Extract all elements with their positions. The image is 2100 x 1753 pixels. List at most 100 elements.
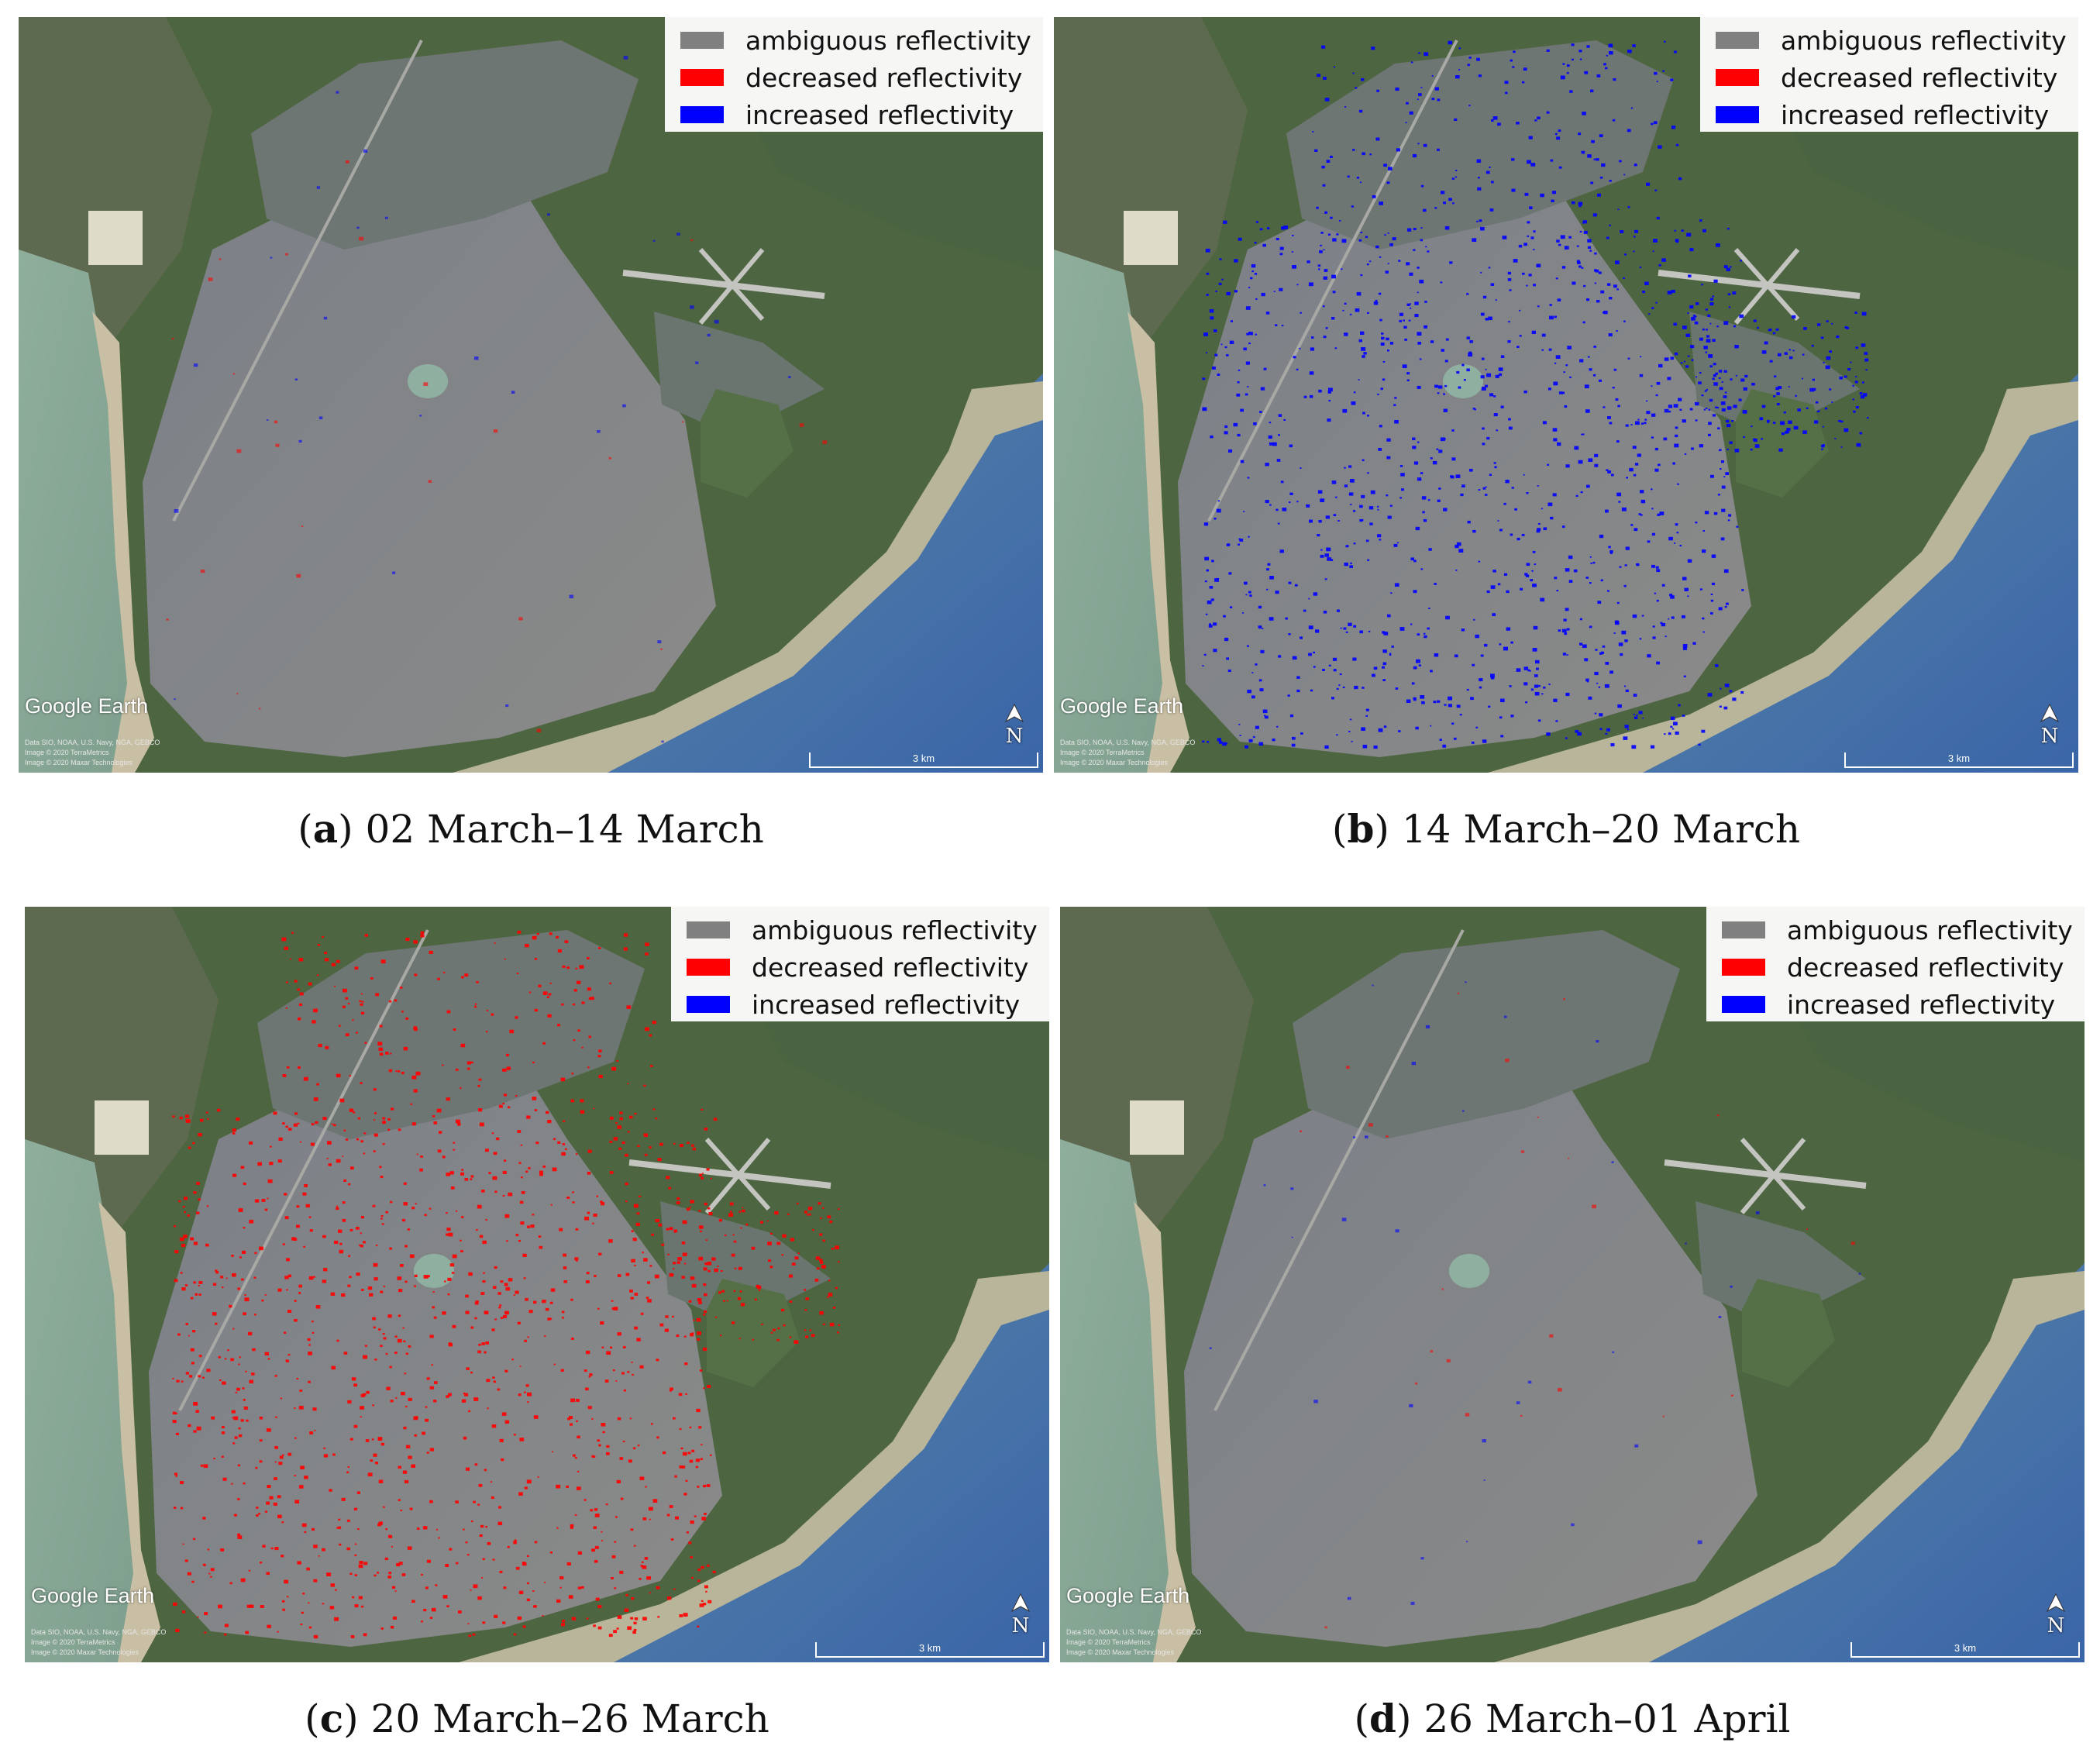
detection-pixel — [1382, 649, 1387, 653]
detection-pixel — [236, 1118, 240, 1121]
detection-pixel — [1564, 405, 1568, 408]
detection-pixel — [1644, 422, 1647, 425]
detection-pixel — [336, 91, 339, 94]
detection-pixel — [648, 1507, 653, 1511]
legend-swatch — [1722, 959, 1765, 976]
detection-pixel — [1575, 494, 1578, 498]
detection-pixel — [575, 967, 578, 969]
detection-pixel — [277, 1631, 279, 1633]
pond — [1443, 364, 1483, 398]
detection-pixel — [1354, 685, 1358, 690]
detection-pixel — [1401, 488, 1404, 491]
detection-pixel — [1237, 381, 1240, 384]
sand-block — [88, 211, 143, 265]
detection-pixel — [1609, 552, 1613, 554]
detection-pixel — [1233, 422, 1238, 427]
detection-pixel — [580, 1586, 584, 1589]
detection-pixel — [1424, 632, 1426, 635]
detection-pixel — [1377, 534, 1382, 538]
detection-pixel — [185, 1323, 188, 1325]
detection-pixel — [380, 1215, 384, 1217]
detection-pixel — [193, 1402, 198, 1406]
detection-pixel — [1367, 312, 1369, 314]
detection-pixel — [1809, 387, 1815, 392]
detection-pixel — [1608, 546, 1611, 549]
detection-pixel — [405, 1406, 408, 1408]
detection-pixel — [1338, 684, 1341, 686]
detection-pixel — [1594, 463, 1599, 467]
detection-pixel — [1321, 165, 1325, 169]
caption-letter: c — [319, 1696, 344, 1741]
detection-pixel — [284, 1216, 289, 1220]
detection-pixel — [232, 1132, 236, 1135]
detection-pixel — [580, 1110, 585, 1114]
detection-pixel — [216, 1108, 221, 1112]
detection-pixel — [504, 1159, 507, 1162]
detection-pixel — [662, 1451, 666, 1455]
detection-pixel — [594, 1514, 600, 1517]
detection-pixel — [524, 1391, 526, 1393]
detection-pixel — [1555, 720, 1558, 722]
detection-pixel — [613, 1137, 618, 1141]
caption-a: (a) 02 March–14 March — [298, 806, 764, 852]
detection-pixel — [1461, 363, 1465, 367]
detection-pixel — [1658, 145, 1662, 149]
detection-pixel — [518, 1393, 522, 1397]
detection-pixel — [1695, 302, 1699, 305]
detection-pixel — [677, 1257, 682, 1261]
detection-pixel — [400, 1264, 404, 1267]
detection-pixel — [1451, 429, 1455, 432]
detection-pixel — [1431, 75, 1434, 77]
detection-pixel — [1510, 715, 1514, 718]
detection-pixel — [180, 1507, 184, 1510]
detection-pixel — [180, 1272, 183, 1274]
detection-pixel — [1710, 611, 1713, 615]
detection-pixel — [419, 415, 422, 417]
detection-pixel — [685, 1479, 688, 1482]
detection-pixel — [1585, 409, 1590, 413]
detection-pixel — [1210, 316, 1214, 320]
detection-pixel — [1383, 164, 1387, 167]
detection-pixel — [1468, 351, 1472, 354]
detection-pixel — [1829, 388, 1832, 391]
detection-pixel — [196, 1426, 201, 1431]
detection-pixel — [1358, 109, 1363, 113]
detection-pixel — [240, 1166, 245, 1169]
detection-pixel — [1217, 738, 1221, 742]
detection-pixel — [1503, 502, 1506, 505]
detection-pixel — [354, 1554, 357, 1556]
detection-pixel — [1532, 648, 1537, 652]
detection-pixel — [1441, 1288, 1444, 1290]
detection-pixel — [183, 1235, 188, 1238]
detection-pixel — [620, 1497, 624, 1500]
detection-pixel — [1417, 385, 1421, 389]
detection-pixel — [405, 1352, 408, 1355]
detection-pixel — [525, 944, 529, 948]
detection-pixel — [313, 1008, 318, 1013]
detection-pixel — [308, 1216, 312, 1218]
detection-pixel — [1726, 602, 1729, 605]
detection-pixel — [301, 525, 304, 527]
detection-pixel — [1516, 668, 1521, 672]
detection-pixel — [724, 1234, 727, 1236]
detection-pixel — [1386, 181, 1390, 184]
detection-pixel — [334, 1240, 339, 1245]
detection-pixel — [285, 1125, 288, 1128]
detection-pixel — [1549, 304, 1552, 306]
detection-pixel — [680, 1447, 683, 1450]
legend-label: ambiguous reflectivity — [1781, 25, 2067, 56]
detection-pixel — [526, 1115, 531, 1119]
map-panel-a: ambiguous reflectivity decreased reflect… — [19, 17, 1043, 773]
detection-pixel — [566, 1562, 571, 1566]
detection-pixel — [631, 1259, 635, 1262]
detection-pixel — [313, 1634, 318, 1639]
scale-bar: 3 km — [1850, 1642, 2080, 1658]
detection-pixel — [1776, 403, 1780, 406]
detection-pixel — [1395, 687, 1399, 690]
detection-pixel — [243, 1406, 248, 1410]
detection-pixel — [525, 1170, 528, 1173]
detection-pixel — [1355, 308, 1360, 312]
detection-pixel — [1601, 163, 1606, 167]
detection-pixel — [633, 1545, 636, 1547]
detection-pixel — [1664, 40, 1666, 43]
